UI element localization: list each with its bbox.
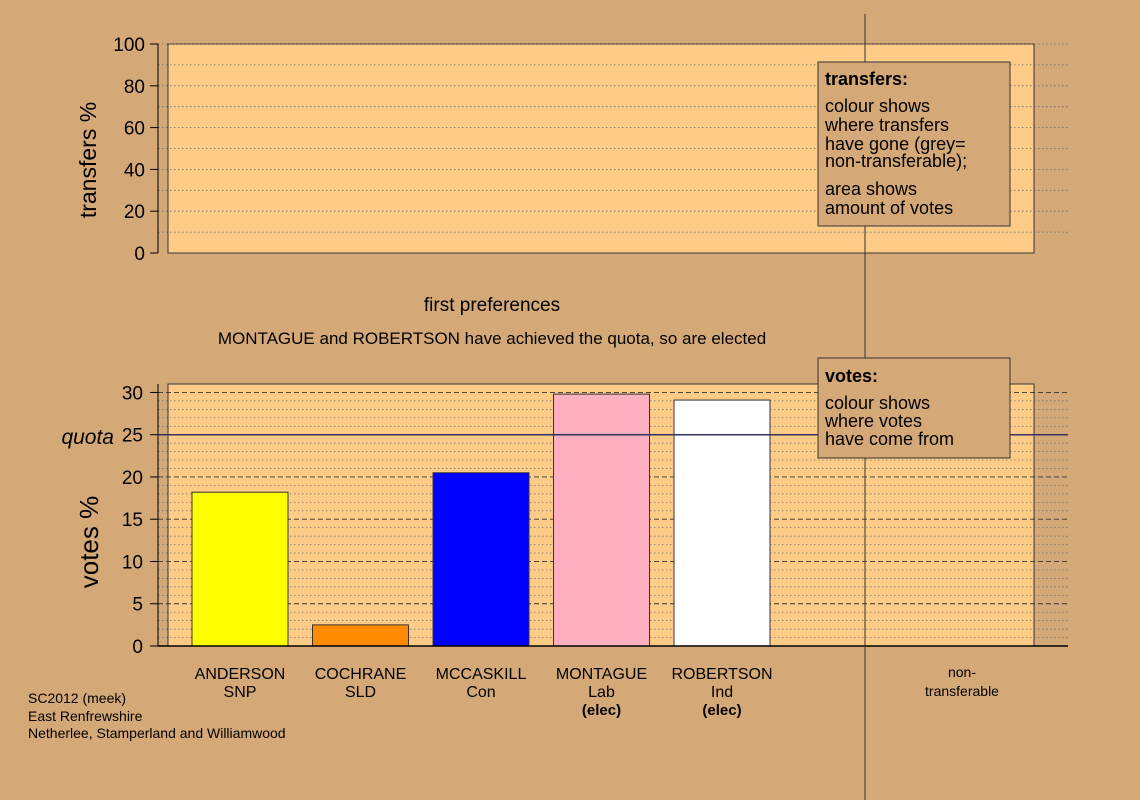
votes-legend-line: where votes	[824, 411, 922, 431]
y-tick-label: 25	[122, 426, 143, 447]
footer-line: SC2012 (meek)	[28, 690, 126, 706]
bar-cochrane	[312, 624, 409, 647]
candidate-name: COCHRANE	[315, 666, 407, 683]
candidate-party: SLD	[345, 684, 376, 701]
y-tick-label: 20	[122, 468, 143, 489]
y-tick-label: 15	[122, 510, 143, 531]
transfers-legend-line: amount of votes	[825, 198, 953, 218]
votes-y-axis-label: votes %	[74, 496, 104, 589]
non-transferable-label-line2: transferable	[925, 683, 999, 699]
transfers-x-label: first preferences	[424, 295, 560, 316]
bar-anderson	[191, 491, 289, 647]
y-tick-label: 80	[124, 77, 145, 98]
transfers-legend-line: area shows	[825, 179, 917, 199]
votes-legend-line: colour shows	[825, 393, 930, 413]
status-message: MONTAGUE and ROBERTSON have achieved the…	[218, 329, 766, 348]
y-tick-label: 100	[113, 35, 145, 56]
bar-robertson	[673, 399, 771, 647]
transfers-legend-box	[817, 61, 1011, 227]
bar-montague	[553, 393, 650, 647]
transfers-legend-line: non-transferable);	[825, 151, 967, 171]
footer: SC2012 (meek) East Renfrewshire Netherle…	[28, 690, 286, 741]
votes-legend-box	[817, 357, 1011, 459]
footer-line: Netherlee, Stamperland and Williamwood	[28, 725, 286, 741]
candidate-party: Lab	[588, 684, 615, 701]
candidate-name: ANDERSON	[195, 666, 286, 683]
transfers-legend: transfers: colour shows where transfers …	[817, 61, 1011, 227]
votes-legend-title: votes:	[825, 366, 878, 386]
y-tick-label: 10	[122, 552, 143, 573]
candidate-name: MCCASKILL	[436, 666, 527, 683]
candidate-party: SNP	[224, 684, 257, 701]
candidate-bars	[191, 393, 771, 647]
transfers-y-axis-label: transfers %	[75, 102, 101, 218]
transfers-legend-line: have gone (grey=	[825, 134, 966, 154]
y-tick-label: 40	[124, 160, 145, 181]
y-tick-label: 60	[124, 119, 145, 140]
y-tick-label: 30	[122, 383, 143, 404]
quota-label: quota	[61, 426, 114, 449]
votes-legend: votes: colour shows where votes have com…	[817, 357, 1011, 459]
transfers-y-ticks: 0 20 40 60 80 100	[113, 35, 158, 265]
footer-line: East Renfrewshire	[28, 708, 143, 724]
y-tick-label: 20	[124, 202, 145, 223]
candidate-party: Con	[466, 684, 495, 701]
votes-y-ticks: 0 5 10 15 20 25 30	[122, 383, 158, 658]
y-tick-label: 5	[132, 595, 143, 616]
transfers-legend-title: transfers:	[825, 69, 908, 89]
y-tick-label: 0	[134, 244, 145, 265]
votes-legend-line: have come from	[825, 429, 954, 449]
transfers-legend-line: colour shows	[825, 96, 930, 116]
transfers-legend-line: where transfers	[824, 115, 949, 135]
candidate-status: (elec)	[582, 702, 621, 719]
candidate-name: MONTAGUE	[556, 666, 647, 683]
y-tick-label: 0	[132, 637, 143, 658]
bar-mccaskill	[432, 472, 530, 647]
candidate-name: ROBERTSON	[671, 666, 772, 683]
candidate-status: (elec)	[702, 702, 741, 719]
candidate-party: Ind	[711, 684, 733, 701]
non-transferable-label-line1: non-	[948, 664, 976, 680]
